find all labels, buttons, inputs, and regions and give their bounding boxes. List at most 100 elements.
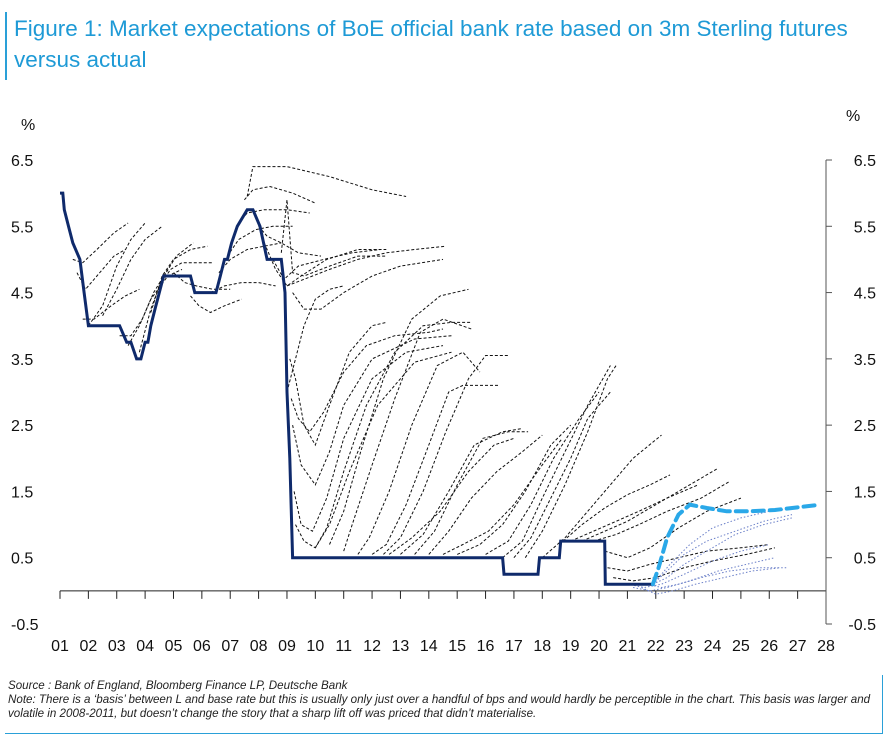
footer-rule	[5, 733, 883, 734]
forecast-path	[280, 199, 387, 277]
right-y-tick-label: 5.5	[854, 219, 876, 236]
forecast-path	[290, 328, 444, 433]
right-y-unit-label: %	[846, 108, 860, 125]
forecast-path	[607, 544, 770, 572]
forecast-path	[72, 222, 129, 264]
forecast-path	[218, 242, 282, 274]
recent-forecast-path	[627, 544, 770, 589]
right-y-tick-label: 6.5	[854, 153, 876, 170]
forecast-path	[292, 335, 452, 486]
x-tick-label: 03	[108, 638, 126, 655]
recent-forecast-lines	[627, 507, 798, 595]
forecast-path	[293, 345, 444, 532]
chart-labels: -0.5 -0.5 0.5 0.5 1.5 1.5 2.5 2.5 3.5 3.5 4.5 4.5 5.…	[11, 108, 876, 655]
x-tick-label: 15	[448, 638, 466, 655]
title-accent-bar	[5, 12, 7, 80]
latest-forecast-path	[650, 502, 823, 587]
forecast-path	[383, 355, 509, 555]
forecast-path	[87, 222, 146, 326]
forecast-path	[244, 185, 316, 204]
forecast-path	[102, 225, 163, 317]
x-tick-label: 22	[647, 638, 665, 655]
forecast-path	[457, 424, 572, 555]
forecast-path	[357, 351, 481, 555]
x-tick-label: 26	[760, 638, 778, 655]
forecast-path	[400, 428, 523, 555]
x-tick-label: 06	[193, 638, 211, 655]
x-tick-label: 27	[789, 638, 807, 655]
forecast-path	[593, 481, 730, 542]
x-tick-label: 10	[306, 638, 324, 655]
x-tick-label: 20	[590, 638, 608, 655]
recent-forecast-path	[647, 567, 787, 589]
left-y-tick-label: 3.5	[11, 352, 33, 369]
forecast-path	[570, 484, 699, 542]
x-tick-label: 01	[51, 638, 69, 655]
x-tick-label: 21	[619, 638, 637, 655]
forecast-path	[238, 209, 310, 224]
forecast-path	[119, 269, 169, 337]
x-tick-label: 23	[675, 638, 693, 655]
right-y-tick-label: 3.5	[854, 352, 876, 369]
left-y-tick-label: 6.5	[11, 153, 33, 170]
x-tick-label: 14	[420, 638, 438, 655]
forecast-path	[428, 434, 543, 555]
forecast-path	[442, 438, 563, 555]
forecast-path	[173, 272, 231, 290]
left-y-tick-label: 0.5	[11, 551, 33, 568]
forecast-path	[138, 242, 194, 353]
x-tick-label: 02	[79, 638, 97, 655]
forecast-path	[513, 391, 611, 559]
forecast-path	[286, 245, 446, 287]
x-tick-label: 25	[732, 638, 750, 655]
x-tick-label: 11	[335, 638, 352, 655]
x-tick-label: 17	[505, 638, 523, 655]
x-tick-label: 05	[165, 638, 183, 655]
latest-forecast-line	[650, 502, 823, 587]
left-y-tick-label: 5.5	[11, 219, 33, 236]
forecast-path	[314, 321, 472, 549]
forecast-path	[246, 166, 407, 197]
forecast-path	[272, 249, 381, 281]
x-tick-label: 18	[533, 638, 551, 655]
recent-forecast-path	[652, 514, 793, 585]
right-y-tick-label: 4.5	[854, 286, 876, 303]
x-tick-label: 07	[221, 638, 239, 655]
forecast-path	[581, 467, 719, 542]
source-note: Source : Bank of England, Bloomberg Fina…	[8, 679, 348, 692]
forecast-path	[190, 295, 242, 314]
left-y-tick-label: 1.5	[11, 484, 33, 501]
recent-forecast-path	[652, 517, 793, 585]
forecast-path	[558, 474, 671, 545]
forecast-path	[541, 434, 662, 559]
recent-forecast-path	[641, 567, 781, 595]
forecast-path	[286, 285, 344, 393]
actual-rate-line	[60, 191, 653, 586]
forecast-path	[524, 365, 617, 558]
forecast-path	[343, 318, 472, 552]
right-y-tick-label: 0.5	[854, 551, 876, 568]
x-tick-label: 24	[704, 638, 722, 655]
forecast-path	[371, 384, 500, 555]
left-y-tick-label: -0.5	[11, 617, 39, 634]
footer-rule-side	[882, 675, 883, 734]
left-y-tick-label: 2.5	[11, 418, 33, 435]
right-y-tick-label: 1.5	[854, 484, 876, 501]
forecast-path	[485, 391, 600, 555]
x-tick-label: 08	[250, 638, 268, 655]
chart-footer: Source : Bank of England, Bloomberg Fina…	[8, 679, 874, 721]
forecast-path	[82, 288, 140, 320]
x-tick-label: 16	[477, 638, 495, 655]
x-tick-label: 12	[363, 638, 381, 655]
forecast-path	[502, 365, 611, 559]
basis-note: Note: There is a ‘basis’ between L and b…	[8, 693, 871, 720]
forecast-path	[127, 268, 183, 346]
x-tick-label: 28	[817, 638, 835, 655]
x-tick-label: 13	[392, 638, 410, 655]
forecast-path	[258, 225, 322, 257]
x-tick-label: 09	[278, 638, 296, 655]
right-y-tick-label: -0.5	[848, 617, 876, 634]
forecast-path	[414, 431, 529, 555]
forecast-path	[388, 437, 515, 555]
